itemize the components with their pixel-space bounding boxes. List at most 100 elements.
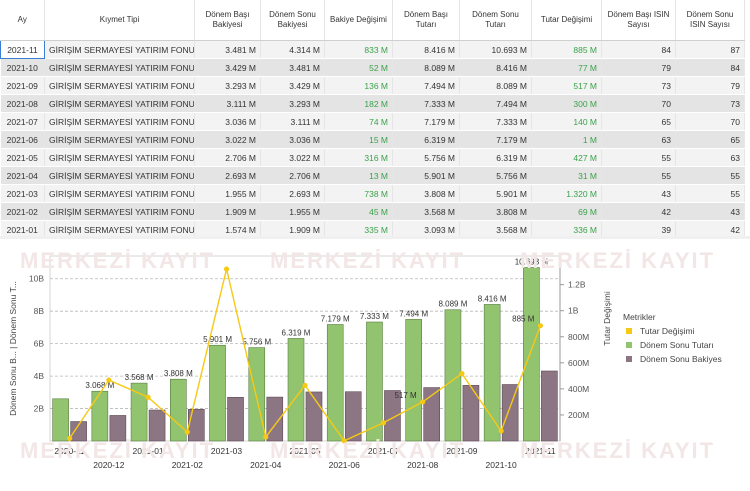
col-header-donem-sonu-bakiyesi[interactable]: Dönem Sonu Bakiyesi [260, 0, 325, 41]
bar-donem-sonu-bakiyesi [384, 390, 401, 442]
cell-donem-sonu-tutari: 7.179 M [459, 130, 532, 149]
cell-bakiye-degisimi: 335 M [324, 220, 393, 239]
left-tick-label: 6B [34, 339, 45, 349]
bar-donem-sonu-tutari [91, 390, 109, 442]
bar-donem-sonu-bakiyesi [462, 385, 480, 442]
line-point-tutar-degisimi [67, 435, 73, 441]
table-row[interactable]: 2021-04 GİRİŞİM SERMAYESİ YATIRIM FONU 2.6… [0, 166, 745, 185]
table-row[interactable]: 2021-08 GİRİŞİM SERMAYESİ YATIRIM FONU 3.1… [0, 94, 745, 113]
cell-tutar-degisimi: 1.320 M [531, 184, 602, 203]
x-tick-label: 2021-07 [368, 446, 399, 456]
line-point-tutar-degisimi [459, 371, 465, 377]
table-header-row: Ay Kıymet Tipi Dönem Başı Bakiyesi Dönem… [0, 0, 745, 41]
x-tick-label: 2021-10 [486, 460, 517, 470]
cell-donem-basi-bakiyesi: 2.706 M [194, 148, 261, 167]
bar-data-label: 7.494 M [399, 309, 428, 318]
cell-tutar-degisimi: 140 M [531, 112, 602, 131]
bar-data-label: 8.089 M [438, 300, 467, 309]
cell-ay: 2021-06 [0, 130, 45, 149]
cell-donem-sonu-bakiyesi: 3.036 M [260, 130, 325, 149]
cell-donem-basi-isin: 79 [601, 58, 676, 77]
cell-bakiye-degisimi: 45 M [324, 202, 393, 221]
cell-donem-sonu-tutari: 8.416 M [459, 58, 532, 77]
table-row[interactable]: 2021-11 GİRİŞİM SERMAYESİ YATIRIM FONU 3.4… [0, 40, 745, 59]
col-header-donem-sonu-tutari[interactable]: Dönem Sonu Tutarı [459, 0, 532, 41]
cell-donem-sonu-bakiyesi: 3.429 M [260, 76, 325, 95]
cell-donem-sonu-tutari: 7.494 M [459, 94, 532, 113]
line-point-tutar-degisimi [537, 323, 543, 329]
right-tick-label: 600M [568, 358, 589, 368]
left-tick-label: 2B [34, 404, 45, 414]
cell-bakiye-degisimi: 74 M [324, 112, 393, 131]
table-row[interactable]: 2021-09 GİRİŞİM SERMAYESİ YATIRIM FONU 3.2… [0, 76, 745, 95]
line-point-tutar-degisimi [420, 399, 426, 405]
table-row[interactable]: 2021-03 GİRİŞİM SERMAYESİ YATIRIM FONU 1.9… [0, 184, 745, 203]
cell-donem-basi-tutari: 5.756 M [392, 148, 460, 167]
col-header-kiymet-tipi[interactable]: Kıymet Tipi [44, 0, 195, 41]
right-axis-title: Tutar Değişimi [602, 291, 612, 346]
bar-donem-sonu-bakiyesi [423, 387, 440, 442]
cell-donem-sonu-isin: 70 [675, 112, 745, 131]
cell-donem-sonu-tutari: 10.693 M [459, 40, 532, 59]
cell-donem-sonu-bakiyesi: 3.111 M [260, 112, 325, 131]
cell-donem-sonu-bakiyesi: 4.314 M [260, 40, 325, 59]
col-header-ay[interactable]: Ay [0, 0, 45, 41]
cell-kiymet-tipi: GİRİŞİM SERMAYESİ YATIRIM FONU [44, 166, 195, 185]
cell-tutar-degisimi: 517 M [531, 76, 602, 95]
right-tick-label: 200M [568, 410, 589, 420]
cell-donem-basi-bakiyesi: 3.022 M [194, 130, 261, 149]
right-tick-label: 1.2B [568, 280, 586, 290]
legend-swatch [626, 342, 632, 348]
cell-donem-basi-bakiyesi: 1.955 M [194, 184, 261, 203]
data-table: Ay Kıymet Tipi Dönem Başı Bakiyesi Dönem… [0, 0, 745, 239]
table-row[interactable]: 2021-10 GİRİŞİM SERMAYESİ YATIRIM FONU 3.4… [0, 58, 745, 77]
line-data-label: 517 M [394, 391, 417, 400]
cell-bakiye-degisimi: 738 M [324, 184, 393, 203]
cell-ay: 2021-09 [0, 76, 45, 95]
legend-item: Tutar Değişimi [640, 326, 695, 336]
col-header-donem-basi-tutari[interactable]: Dönem Başı Tutarı [392, 0, 460, 41]
table-horizontal-scrollbar[interactable] [0, 236, 750, 239]
cell-donem-basi-isin: 43 [601, 184, 676, 203]
cell-donem-sonu-tutari: 7.333 M [459, 112, 532, 131]
cell-bakiye-degisimi: 833 M [324, 40, 393, 59]
cell-ay: 2021-02 [0, 202, 45, 221]
cell-donem-basi-bakiyesi: 3.111 M [194, 94, 261, 113]
bar-donem-sonu-tutari [405, 319, 422, 442]
bar-donem-sonu-tutari [52, 398, 69, 442]
cell-tutar-degisimi: 885 M [531, 40, 602, 59]
cell-kiymet-tipi: GİRİŞİM SERMAYESİ YATIRIM FONU [44, 58, 195, 77]
line-point-tutar-degisimi [302, 382, 308, 388]
table-row[interactable]: 2021-06 GİRİŞİM SERMAYESİ YATIRIM FONU 3.0… [0, 130, 745, 149]
bar-donem-sonu-bakiyesi [501, 384, 519, 442]
cell-donem-sonu-isin: 63 [675, 148, 745, 167]
cell-tutar-degisimi: 69 M [531, 202, 602, 221]
line-point-tutar-degisimi [223, 266, 230, 272]
cell-ay: 2021-10 [0, 58, 45, 77]
col-header-donem-sonu-isin[interactable]: Dönem Sonu ISIN Sayısı [675, 0, 745, 41]
col-header-bakiye-degisimi[interactable]: Bakiye Değişimi [324, 0, 393, 41]
cell-donem-basi-isin: 65 [601, 112, 676, 131]
legend-swatch [626, 328, 632, 334]
cell-donem-sonu-tutari: 3.568 M [459, 220, 532, 239]
table-row[interactable]: 2021-02 GİRİŞİM SERMAYESİ YATIRIM FONU 1.9… [0, 202, 745, 221]
cell-bakiye-degisimi: 13 M [324, 166, 393, 185]
cell-donem-basi-isin: 70 [601, 94, 676, 113]
table-row[interactable]: 2021-01 GİRİŞİM SERMAYESİ YATIRIM FONU 1.5… [0, 220, 745, 239]
col-header-tutar-degisimi[interactable]: Tutar Değişimi [531, 0, 602, 41]
table-row[interactable]: 2021-05 GİRİŞİM SERMAYESİ YATIRIM FONU 2.7… [0, 148, 745, 167]
col-header-donem-basi-bakiyesi[interactable]: Dönem Başı Bakiyesi [194, 0, 261, 41]
cell-bakiye-degisimi: 182 M [324, 94, 393, 113]
cell-tutar-degisimi: 427 M [531, 148, 602, 167]
x-tick-label: 2021-09 [446, 446, 477, 456]
cell-donem-basi-isin: 39 [601, 220, 676, 239]
bar-data-label: 3.568 M [125, 373, 154, 382]
right-tick-label: 1B [568, 306, 579, 316]
bar-donem-sonu-bakiyesi [227, 396, 244, 442]
right-tick-label: 400M [568, 384, 589, 394]
line-point-tutar-degisimi [106, 377, 112, 383]
table-row[interactable]: 2021-07 GİRİŞİM SERMAYESİ YATIRIM FONU 3.0… [0, 112, 745, 131]
col-header-donem-basi-isin[interactable]: Dönem Başı ISIN Sayısı [601, 0, 676, 41]
x-tick-label: 2021-11 [525, 446, 556, 456]
cell-tutar-degisimi: 31 M [531, 166, 602, 185]
